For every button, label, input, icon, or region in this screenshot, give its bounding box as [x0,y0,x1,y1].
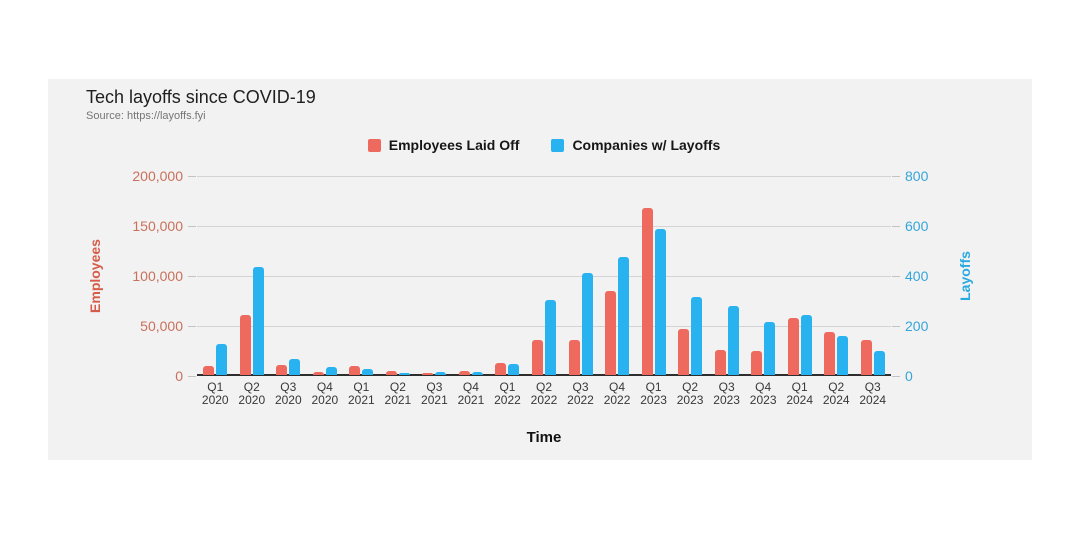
x-tick-label: Q3 2020 [274,380,302,407]
y-tick-mark [892,276,900,277]
x-tick-label: Q2 2020 [238,380,266,407]
x-tick-label: Q2 2024 [822,380,850,407]
bar-employees-q2-2021 [385,371,397,375]
bar-employees-q1-2024 [787,318,799,375]
x-tick-label: Q3 2024 [859,380,887,407]
gridline [197,226,891,227]
gridline [197,176,891,177]
y-tick-label: 200,000 [132,168,183,184]
x-tick-label: Q2 2023 [676,380,704,407]
bar-companies-q2-2024 [837,336,849,375]
y-tick-mark [892,326,900,327]
bar-companies-q2-2023 [691,297,703,375]
y-tick-mark [188,376,196,377]
y-tick-mark [188,326,196,327]
bar-companies-q2-2020 [252,267,264,375]
y-axis-left-ticks: 200,000 150,000 100,000 50,000 0 [48,168,197,384]
plot-area [197,176,891,376]
y-tick-mark [188,176,196,177]
bar-employees-q2-2023 [678,329,690,375]
bar-companies-q4-2023 [764,322,776,375]
y-tick-label: 100,000 [132,268,183,284]
x-tick-label: Q1 2021 [348,380,375,407]
bar-companies-q3-2024 [873,351,885,375]
bar-employees-q1-2021 [349,366,361,375]
legend-item-employees: Employees Laid Off [367,137,520,153]
y-tick-mark [188,226,196,227]
bar-employees-q4-2020 [312,372,324,375]
x-tick-label: Q1 2022 [494,380,521,407]
legend: Employees Laid Off Companies w/ Layoffs [197,137,891,153]
bar-companies-q1-2024 [800,315,812,375]
bar-companies-q4-2022 [618,257,630,375]
bar-companies-q1-2021 [362,369,374,375]
bar-employees-q1-2023 [641,208,653,375]
x-tick-label: Q4 2023 [749,380,777,407]
source-text: Source: https://layoffs.fyi [86,110,206,122]
bar-employees-q3-2021 [422,373,434,375]
y-tick-mark [892,176,900,177]
x-tick-label: Q3 2023 [713,380,740,407]
x-tick-label: Q2 2022 [530,380,558,407]
bar-employees-q2-2022 [532,340,543,375]
bar-employees-q2-2024 [824,332,836,375]
bar-companies-q3-2023 [727,306,739,375]
bar-companies-q3-2020 [289,359,301,375]
x-tick-label: Q1 2024 [786,380,814,407]
bar-employees-q3-2020 [276,365,288,375]
x-tick-label: Q1 2020 [201,380,229,407]
bar-companies-q2-2022 [545,300,556,375]
x-tick-label: Q4 2021 [457,380,485,407]
bar-companies-q1-2020 [216,344,228,375]
x-axis-line [197,374,891,376]
y-tick-label: 600 [905,218,929,234]
chart-panel: Tech layoffs since COVID-19 Source: http… [48,79,1032,460]
bar-employees-q1-2020 [203,366,215,375]
bar-companies-q4-2020 [325,367,337,375]
legend-label-companies: Companies w/ Layoffs [572,137,721,153]
bar-companies-q4-2021 [471,372,483,375]
bar-employees-q4-2023 [751,351,763,375]
bar-companies-q3-2022 [581,273,593,375]
bar-employees-q4-2021 [458,371,470,375]
y-tick-label: 400 [905,268,929,284]
legend-item-companies: Companies w/ Layoffs [551,137,720,153]
bar-companies-q1-2022 [508,364,520,375]
x-axis-title: Time [526,429,562,446]
gridline [197,276,891,277]
bar-employees-q3-2022 [568,340,580,375]
y-tick-label: 150,000 [132,218,183,234]
x-tick-label: Q2 2021 [384,380,412,407]
bar-companies-q3-2021 [435,372,447,375]
x-axis-ticks: Q1 2020 Q2 2020 Q3 2020 Q4 2020 Q1 2021 Q2 2021 Q3 20… [197,381,891,411]
y-tick-label: 50,000 [140,318,183,334]
bar-employees-q1-2022 [495,363,507,375]
legend-label-employees: Employees Laid Off [388,137,520,153]
y-tick-mark [892,226,900,227]
y-axis-right-ticks: 800 600 400 200 0 [891,168,971,384]
bar-companies-q1-2023 [654,229,666,375]
x-tick-label: Q3 2021 [421,380,448,407]
y-tick-label: 0 [905,368,913,384]
legend-swatch-employees-icon [367,138,381,152]
bar-companies-q2-2021 [398,373,410,375]
bar-employees-q2-2020 [239,315,251,375]
y-tick-label: 800 [905,168,929,184]
y-tick-label: 200 [905,318,929,334]
x-tick-label: Q4 2022 [603,380,631,407]
bar-employees-q4-2022 [605,291,617,375]
bar-employees-q3-2023 [714,350,726,375]
y-tick-mark [188,276,196,277]
bar-employees-q3-2024 [860,340,872,375]
chart-title: Tech layoffs since COVID-19 [86,87,316,107]
y-tick-mark [892,376,900,377]
x-tick-label: Q1 2023 [640,380,667,407]
legend-swatch-companies-icon [551,138,565,152]
y-tick-label: 0 [175,368,183,384]
x-tick-label: Q3 2022 [567,380,594,407]
x-tick-label: Q4 2020 [311,380,339,407]
gridline [197,326,891,327]
